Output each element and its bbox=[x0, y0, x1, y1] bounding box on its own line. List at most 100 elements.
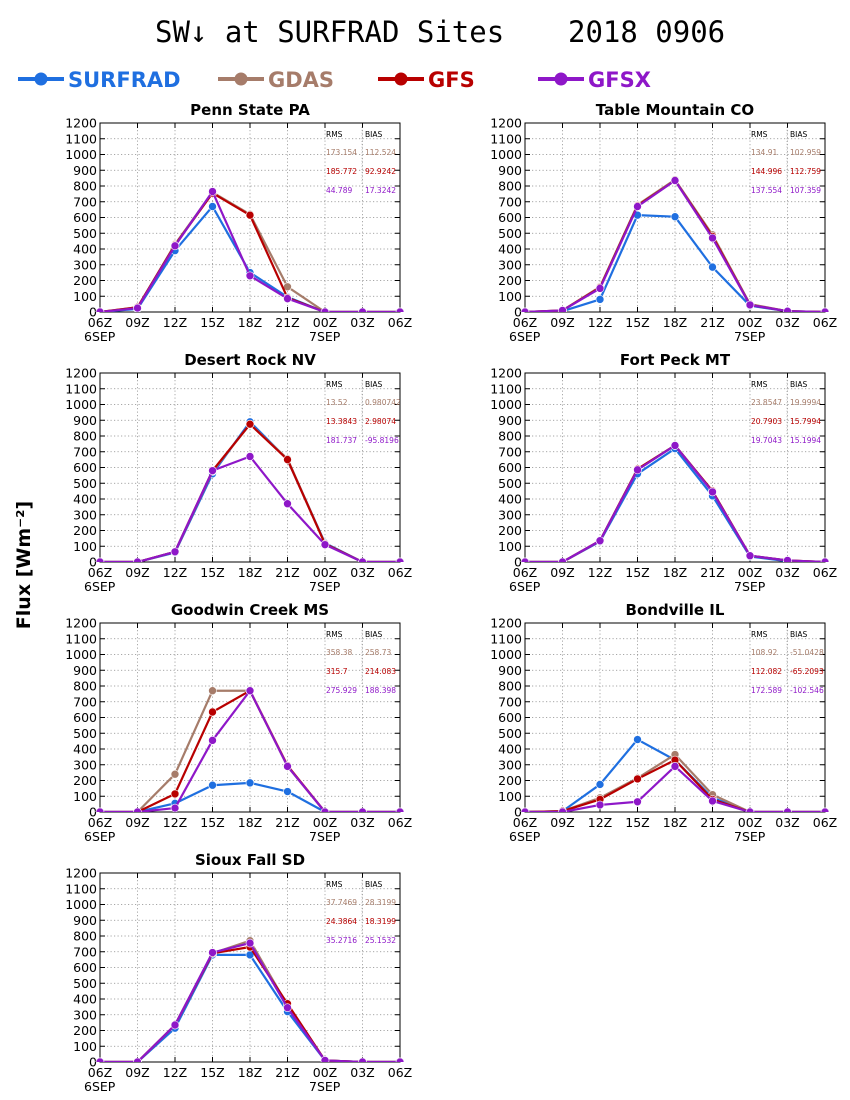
y-tick-label: 300 bbox=[73, 757, 97, 772]
figure-title: SW↓ at SURFRAD Sites bbox=[155, 15, 504, 49]
panel-title: Sioux Fall SD bbox=[195, 851, 305, 869]
y-tick-label: 700 bbox=[498, 444, 522, 459]
point-gfsx bbox=[520, 807, 530, 812]
stats-rms-gfsx: 44.789 bbox=[326, 186, 352, 195]
point-surfrad bbox=[208, 202, 217, 211]
x-tick-label: 18Z bbox=[663, 815, 687, 830]
legend-marker-gfs bbox=[394, 72, 408, 86]
point-gfsx bbox=[670, 176, 680, 185]
point-surfrad bbox=[595, 780, 605, 789]
point-gfsx bbox=[95, 557, 105, 562]
y-tick-label: 400 bbox=[73, 492, 97, 507]
x-tick-label: 06Z bbox=[813, 315, 837, 330]
x-tick-label: 15Z bbox=[200, 565, 224, 580]
x-day-label: 6SEP bbox=[509, 579, 541, 594]
x-day-label: 6SEP bbox=[84, 1079, 116, 1094]
panel-bondville-il: Bondville IL 0100200300400500600700800900… bbox=[490, 601, 837, 844]
y-tick-label: 1200 bbox=[490, 366, 522, 381]
y-tick-label: 600 bbox=[498, 710, 522, 725]
y-tick-label: 700 bbox=[73, 194, 97, 209]
y-tick-label: 800 bbox=[73, 679, 97, 694]
stats-rms-gfsx: 275.929 bbox=[326, 686, 357, 695]
panel-desert-rock-nv: Desert Rock NV 01002003004005006007008009… bbox=[65, 351, 412, 594]
point-gfsx bbox=[245, 686, 255, 696]
stats-bias-gfs: 112.759 bbox=[790, 167, 821, 176]
y-tick-label: 1200 bbox=[490, 616, 522, 631]
stats-rms-gdas: 173.154 bbox=[326, 148, 357, 157]
stats-rms-gfs: 20.7903 bbox=[751, 417, 782, 426]
series-gdas bbox=[520, 441, 830, 562]
point-gfsx bbox=[208, 948, 217, 957]
stats-rms-gfs: 24.3864 bbox=[326, 917, 357, 926]
point-gfsx bbox=[133, 557, 142, 562]
point-gfsx bbox=[208, 736, 217, 745]
point-gfsx bbox=[820, 807, 830, 812]
point-gfsx bbox=[170, 1020, 180, 1030]
point-gfsx bbox=[558, 557, 567, 562]
stats-bias-gfs: 15.7994 bbox=[790, 417, 821, 426]
legend-marker-gdas bbox=[234, 72, 248, 86]
series-gfsx bbox=[95, 686, 405, 812]
x-tick-label: 21Z bbox=[700, 315, 724, 330]
point-surfrad bbox=[670, 212, 680, 222]
x-tick-label: 12Z bbox=[588, 565, 612, 580]
y-tick-label: 300 bbox=[498, 507, 522, 522]
x-tick-label: 18Z bbox=[238, 315, 262, 330]
point-gfsx bbox=[708, 796, 717, 806]
y-tick-label: 0 bbox=[89, 555, 97, 570]
point-gfsx bbox=[170, 241, 180, 251]
y-tick-label: 800 bbox=[498, 429, 522, 444]
stats-rms-gdas: 13.52 bbox=[326, 398, 348, 407]
stats-bias-gdas: 102.959 bbox=[790, 148, 821, 157]
y-tick-label: 1200 bbox=[65, 366, 97, 381]
x-tick-label: 15Z bbox=[625, 815, 649, 830]
x-tick-label: 21Z bbox=[275, 315, 299, 330]
y-tick-label: 1100 bbox=[65, 381, 97, 396]
stats-rms-gfs: 315.7 bbox=[326, 667, 348, 676]
y-tick-label: 400 bbox=[73, 992, 97, 1007]
legend-label-surfrad: SURFRAD bbox=[68, 68, 181, 92]
y-tick-label: 1000 bbox=[490, 647, 522, 662]
point-gfsx bbox=[670, 762, 680, 771]
y-tick-label: 800 bbox=[73, 929, 97, 944]
x-tick-label: 00Z bbox=[313, 815, 337, 830]
point-gfsx bbox=[283, 499, 292, 509]
y-tick-label: 0 bbox=[514, 555, 522, 570]
figure-date: 2018 0906 bbox=[568, 15, 725, 49]
stats-rms-gdas: 358.38 bbox=[326, 648, 352, 657]
y-tick-label: 200 bbox=[73, 773, 97, 788]
x-tick-label: 18Z bbox=[238, 815, 262, 830]
legend-marker-surfrad bbox=[34, 72, 48, 86]
stats-bias-gfs: 18.3199 bbox=[365, 917, 396, 926]
point-gfsx bbox=[133, 303, 142, 312]
point-surfrad bbox=[208, 780, 217, 790]
y-tick-label: 400 bbox=[498, 492, 522, 507]
point-gfsx bbox=[670, 441, 680, 450]
y-tick-label: 1100 bbox=[65, 131, 97, 146]
point-gfs bbox=[245, 210, 255, 220]
panel-title: Bondville IL bbox=[626, 601, 725, 619]
stats-table: RMS BIAS 13.52 0.980742 13.3843 2.98074 181.73… bbox=[326, 377, 401, 445]
point-surfrad bbox=[245, 778, 255, 788]
panels: Penn State PA010020030040050060070080090… bbox=[65, 101, 837, 1094]
legend-entry-gfsx: GFSX bbox=[538, 68, 651, 92]
x-day-label: 7SEP bbox=[309, 829, 341, 844]
stats-header-bias: BIAS bbox=[790, 380, 807, 389]
grid bbox=[525, 623, 825, 812]
panel-fort-peck-mt: Fort Peck MT 0100200300400500600700800900… bbox=[490, 351, 837, 594]
x-tick-label: 00Z bbox=[738, 565, 762, 580]
stats-bias-gfs: 2.98074 bbox=[365, 417, 396, 426]
point-surfrad bbox=[283, 787, 292, 796]
point-gfsx bbox=[395, 557, 405, 562]
legend-entry-surfrad: SURFRAD bbox=[18, 68, 181, 92]
y-tick-label: 300 bbox=[73, 257, 97, 272]
panel-table-mountain-co: Table Mountain CO 01002003004005006007008… bbox=[490, 101, 837, 344]
y-tick-label: 100 bbox=[73, 789, 97, 804]
stats-rms-gfs: 144.996 bbox=[751, 167, 782, 176]
x-tick-label: 09Z bbox=[125, 1065, 149, 1080]
x-tick-label: 06Z bbox=[88, 815, 112, 830]
y-tick-label: 1100 bbox=[490, 131, 522, 146]
panel-title: Penn State PA bbox=[190, 101, 310, 119]
series-line-gfsx bbox=[100, 689, 400, 812]
